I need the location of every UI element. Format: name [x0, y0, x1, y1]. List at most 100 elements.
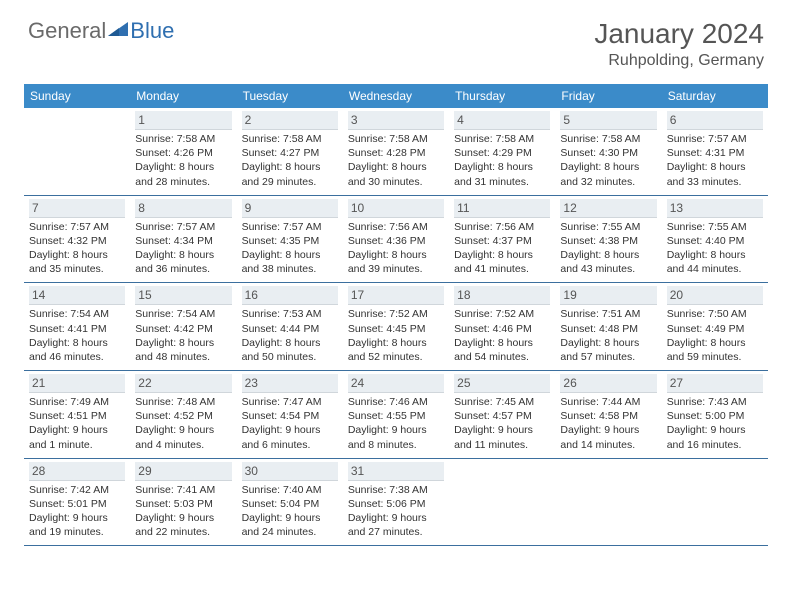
sunrise-text: Sunrise: 7:42 AM [29, 483, 125, 497]
day-info: Sunrise: 7:57 AMSunset: 4:32 PMDaylight:… [29, 220, 125, 277]
day-info: Sunrise: 7:48 AMSunset: 4:52 PMDaylight:… [135, 395, 231, 452]
day-info: Sunrise: 7:54 AMSunset: 4:41 PMDaylight:… [29, 307, 125, 364]
daylight-text: Daylight: 9 hours and 6 minutes. [242, 423, 338, 451]
daylight-text: Daylight: 8 hours and 32 minutes. [560, 160, 656, 188]
weekday-header: Saturday [662, 84, 768, 108]
weekday-header: Wednesday [343, 84, 449, 108]
daylight-text: Daylight: 8 hours and 35 minutes. [29, 248, 125, 276]
weekday-header: Sunday [24, 84, 130, 108]
sunset-text: Sunset: 4:34 PM [135, 234, 231, 248]
logo: General Blue [28, 18, 174, 44]
sunrise-text: Sunrise: 7:57 AM [135, 220, 231, 234]
daylight-text: Daylight: 8 hours and 48 minutes. [135, 336, 231, 364]
day-info: Sunrise: 7:49 AMSunset: 4:51 PMDaylight:… [29, 395, 125, 452]
sunrise-text: Sunrise: 7:54 AM [135, 307, 231, 321]
sunset-text: Sunset: 4:48 PM [560, 322, 656, 336]
calendar-cell: 11Sunrise: 7:56 AMSunset: 4:37 PMDayligh… [449, 196, 555, 283]
daylight-text: Daylight: 9 hours and 22 minutes. [135, 511, 231, 539]
weekday-header: Friday [555, 84, 661, 108]
sunrise-text: Sunrise: 7:58 AM [242, 132, 338, 146]
sunset-text: Sunset: 5:04 PM [242, 497, 338, 511]
day-info: Sunrise: 7:58 AMSunset: 4:27 PMDaylight:… [242, 132, 338, 189]
day-number: 27 [667, 374, 763, 393]
day-info: Sunrise: 7:58 AMSunset: 4:30 PMDaylight:… [560, 132, 656, 189]
sunrise-text: Sunrise: 7:58 AM [135, 132, 231, 146]
sunset-text: Sunset: 4:29 PM [454, 146, 550, 160]
calendar-cell: 26Sunrise: 7:44 AMSunset: 4:58 PMDayligh… [555, 371, 661, 458]
sunrise-text: Sunrise: 7:46 AM [348, 395, 444, 409]
calendar-cell: 7Sunrise: 7:57 AMSunset: 4:32 PMDaylight… [24, 196, 130, 283]
day-info: Sunrise: 7:50 AMSunset: 4:49 PMDaylight:… [667, 307, 763, 364]
day-info: Sunrise: 7:46 AMSunset: 4:55 PMDaylight:… [348, 395, 444, 452]
logo-text-general: General [28, 18, 106, 44]
calendar-cell: 2Sunrise: 7:58 AMSunset: 4:27 PMDaylight… [237, 108, 343, 195]
calendar-week: 7Sunrise: 7:57 AMSunset: 4:32 PMDaylight… [24, 196, 768, 284]
day-number: 3 [348, 111, 444, 130]
daylight-text: Daylight: 9 hours and 4 minutes. [135, 423, 231, 451]
sunrise-text: Sunrise: 7:58 AM [454, 132, 550, 146]
sunrise-text: Sunrise: 7:55 AM [667, 220, 763, 234]
daylight-text: Daylight: 9 hours and 11 minutes. [454, 423, 550, 451]
day-number: 25 [454, 374, 550, 393]
daylight-text: Daylight: 9 hours and 24 minutes. [242, 511, 338, 539]
daylight-text: Daylight: 9 hours and 8 minutes. [348, 423, 444, 451]
sunrise-text: Sunrise: 7:52 AM [348, 307, 444, 321]
day-number: 24 [348, 374, 444, 393]
sunset-text: Sunset: 4:41 PM [29, 322, 125, 336]
sunset-text: Sunset: 4:40 PM [667, 234, 763, 248]
day-number: 12 [560, 199, 656, 218]
day-number: 10 [348, 199, 444, 218]
day-number: 31 [348, 462, 444, 481]
calendar-cell: 22Sunrise: 7:48 AMSunset: 4:52 PMDayligh… [130, 371, 236, 458]
day-number: 17 [348, 286, 444, 305]
weeks-container: .1Sunrise: 7:58 AMSunset: 4:26 PMDayligh… [24, 108, 768, 546]
daylight-text: Daylight: 9 hours and 16 minutes. [667, 423, 763, 451]
day-info: Sunrise: 7:57 AMSunset: 4:34 PMDaylight:… [135, 220, 231, 277]
sunset-text: Sunset: 4:35 PM [242, 234, 338, 248]
sunset-text: Sunset: 4:31 PM [667, 146, 763, 160]
sunset-text: Sunset: 4:57 PM [454, 409, 550, 423]
sunset-text: Sunset: 4:30 PM [560, 146, 656, 160]
daylight-text: Daylight: 8 hours and 57 minutes. [560, 336, 656, 364]
day-number: 20 [667, 286, 763, 305]
daylight-text: Daylight: 9 hours and 1 minute. [29, 423, 125, 451]
weekday-header-row: Sunday Monday Tuesday Wednesday Thursday… [24, 84, 768, 108]
sunset-text: Sunset: 4:32 PM [29, 234, 125, 248]
calendar-cell: 6Sunrise: 7:57 AMSunset: 4:31 PMDaylight… [662, 108, 768, 195]
day-info: Sunrise: 7:40 AMSunset: 5:04 PMDaylight:… [242, 483, 338, 540]
daylight-text: Daylight: 8 hours and 43 minutes. [560, 248, 656, 276]
day-info: Sunrise: 7:41 AMSunset: 5:03 PMDaylight:… [135, 483, 231, 540]
sunset-text: Sunset: 4:38 PM [560, 234, 656, 248]
calendar-cell: 21Sunrise: 7:49 AMSunset: 4:51 PMDayligh… [24, 371, 130, 458]
sunrise-text: Sunrise: 7:57 AM [667, 132, 763, 146]
calendar-week: 28Sunrise: 7:42 AMSunset: 5:01 PMDayligh… [24, 459, 768, 547]
day-info: Sunrise: 7:43 AMSunset: 5:00 PMDaylight:… [667, 395, 763, 452]
calendar-cell: 25Sunrise: 7:45 AMSunset: 4:57 PMDayligh… [449, 371, 555, 458]
title-block: January 2024 Ruhpolding, Germany [594, 18, 764, 70]
day-number: 29 [135, 462, 231, 481]
daylight-text: Daylight: 8 hours and 39 minutes. [348, 248, 444, 276]
daylight-text: Daylight: 8 hours and 44 minutes. [667, 248, 763, 276]
calendar-cell: 20 Sunrise: 7:50 AMSunset: 4:49 PMDayligh… [662, 283, 768, 370]
calendar-cell: . [555, 459, 661, 546]
calendar-cell: 31Sunrise: 7:38 AMSunset: 5:06 PMDayligh… [343, 459, 449, 546]
day-info: Sunrise: 7:56 AMSunset: 4:37 PMDaylight:… [454, 220, 550, 277]
daylight-text: Daylight: 8 hours and 28 minutes. [135, 160, 231, 188]
sunrise-text: Sunrise: 7:58 AM [348, 132, 444, 146]
calendar-cell: 3Sunrise: 7:58 AMSunset: 4:28 PMDaylight… [343, 108, 449, 195]
calendar-cell: 18Sunrise: 7:52 AMSunset: 4:46 PMDayligh… [449, 283, 555, 370]
daylight-text: Daylight: 8 hours and 36 minutes. [135, 248, 231, 276]
day-info: Sunrise: 7:42 AMSunset: 5:01 PMDaylight:… [29, 483, 125, 540]
sunset-text: Sunset: 4:27 PM [242, 146, 338, 160]
sunrise-text: Sunrise: 7:44 AM [560, 395, 656, 409]
sunrise-text: Sunrise: 7:43 AM [667, 395, 763, 409]
sunrise-text: Sunrise: 7:50 AM [667, 307, 763, 321]
calendar-cell: 16Sunrise: 7:53 AMSunset: 4:44 PMDayligh… [237, 283, 343, 370]
sunset-text: Sunset: 4:28 PM [348, 146, 444, 160]
daylight-text: Daylight: 8 hours and 54 minutes. [454, 336, 550, 364]
day-info: Sunrise: 7:55 AMSunset: 4:40 PMDaylight:… [667, 220, 763, 277]
sunset-text: Sunset: 4:49 PM [667, 322, 763, 336]
sunset-text: Sunset: 4:44 PM [242, 322, 338, 336]
day-info: Sunrise: 7:58 AMSunset: 4:26 PMDaylight:… [135, 132, 231, 189]
calendar-cell: 13Sunrise: 7:55 AMSunset: 4:40 PMDayligh… [662, 196, 768, 283]
